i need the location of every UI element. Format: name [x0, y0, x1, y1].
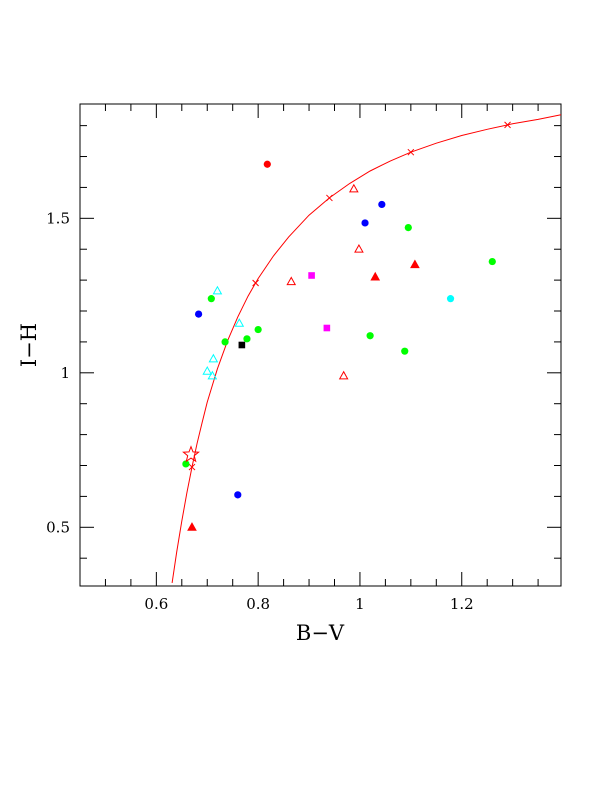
x-tick-labels: 0.6 0.8 1 1.2 — [144, 595, 473, 613]
x-tick-label: 1 — [355, 595, 365, 613]
data-point-circle — [194, 310, 203, 318]
data-point-circle — [361, 219, 369, 227]
cross-stroke — [504, 121, 511, 129]
data-point-triangle-filled — [370, 271, 381, 281]
data-point-star — [182, 445, 200, 463]
curve-cross-marker — [188, 463, 196, 471]
data-point-circle — [263, 160, 271, 168]
data-point-triangle-open — [212, 285, 223, 295]
data-point-triangle-open — [286, 276, 297, 286]
data-point-circle — [243, 335, 251, 343]
x-tick-label: 0.6 — [144, 595, 168, 613]
x-axis-title: B−V — [296, 621, 345, 645]
data-point-triangle-filled — [187, 522, 197, 531]
curve-line — [171, 114, 562, 583]
curve-cross-marker — [326, 194, 333, 202]
data-point-circle — [234, 491, 242, 499]
curve-cross-marker — [407, 148, 415, 156]
data-point-triangle-open — [234, 318, 245, 327]
curve-cross-marker — [252, 279, 259, 287]
data-point-circle — [404, 223, 412, 232]
y-axis-title: I−H — [17, 323, 41, 367]
data-point-triangle-open — [338, 370, 349, 380]
cross-stroke — [188, 463, 196, 471]
data-point-square — [323, 324, 331, 332]
data-points — [182, 160, 496, 531]
model-curve — [171, 114, 562, 583]
plot-frame — [79, 103, 562, 587]
data-point-triangle-open — [354, 243, 364, 253]
data-point-circle — [378, 200, 386, 209]
data-point-circle — [446, 295, 455, 303]
x-tick-label: 1.2 — [450, 595, 474, 613]
cross-stroke — [252, 279, 259, 287]
data-point-circle — [366, 332, 374, 340]
data-point-square — [308, 272, 315, 279]
data-point-triangle-filled — [410, 259, 420, 269]
cross-stroke — [407, 148, 415, 156]
data-point-square — [238, 341, 246, 349]
data-point-circle — [401, 347, 409, 355]
y-tick-label: 0.5 — [46, 518, 70, 536]
data-point-circle — [254, 325, 262, 334]
y-tick-label: 1.5 — [46, 209, 70, 227]
data-point-triangle-open — [348, 183, 359, 193]
axis-ticks — [79, 104, 561, 586]
y-tick-labels: 0.5 1 1.5 — [46, 209, 70, 536]
data-point-circle — [221, 338, 229, 346]
data-point-circle — [182, 460, 190, 468]
data-point-triangle-open — [207, 370, 218, 380]
data-point-triangle-open — [208, 353, 219, 363]
x-tick-label: 0.8 — [246, 595, 270, 613]
cross-stroke — [326, 194, 333, 202]
data-point-circle — [488, 257, 496, 266]
data-point-circle — [207, 295, 215, 303]
curve-cross-marker — [504, 121, 511, 129]
data-point-triangle-open — [202, 366, 213, 375]
y-tick-label: 1 — [60, 364, 70, 382]
